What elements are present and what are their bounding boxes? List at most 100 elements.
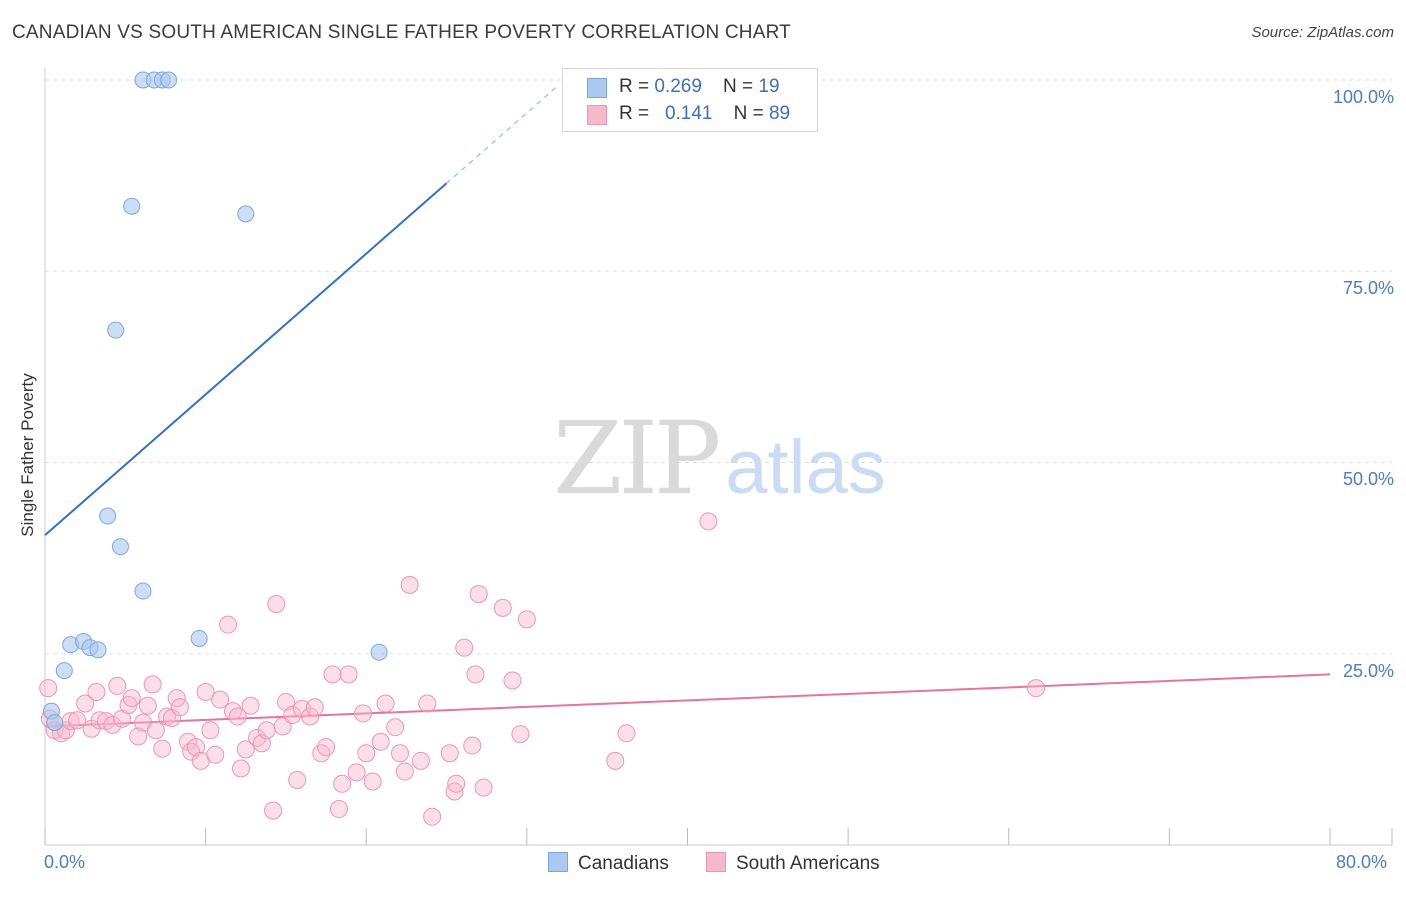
canadian-point xyxy=(370,643,388,661)
south-american-point xyxy=(400,575,419,594)
south-american-point xyxy=(305,698,324,717)
bottom-legend-canadians: Canadians xyxy=(548,852,669,875)
south-american-point xyxy=(196,683,215,701)
canadian-point xyxy=(237,205,255,223)
chart-title: CANADIAN VS SOUTH AMERICAN SINGLE FATHER… xyxy=(12,22,791,43)
south-american-point xyxy=(143,675,162,694)
bottom-legend-south-americans: South Americans xyxy=(706,852,880,875)
south-americans-trend-line xyxy=(44,673,1331,728)
south-american-point xyxy=(1027,679,1046,698)
south-american-point xyxy=(219,615,238,634)
south-american-point xyxy=(418,694,437,713)
south-american-point xyxy=(371,732,390,751)
r-label: R = xyxy=(619,103,655,124)
canadian-point xyxy=(134,582,152,600)
south-american-point xyxy=(283,705,302,724)
south-american-point xyxy=(606,751,625,770)
south-american-point xyxy=(517,610,536,629)
y-tick-label-25: 25.0% xyxy=(1342,661,1394,681)
legend-text-canadians: R = 0.269 N = 19 xyxy=(619,76,780,98)
y-tick-label-75: 75.0% xyxy=(1342,278,1394,298)
south-american-point xyxy=(463,736,482,755)
south-american-point xyxy=(329,800,348,819)
south-americans-swatch xyxy=(706,852,726,872)
south-american-point xyxy=(76,694,95,713)
canadians-trend-extension xyxy=(446,84,560,184)
legend-text-south-americans: R = 0.141 N = 89 xyxy=(619,103,790,125)
south-american-point xyxy=(317,738,336,757)
south-american-point xyxy=(386,718,405,737)
canadians-swatch xyxy=(548,852,568,872)
x-tick-label-min: 0.0% xyxy=(44,852,86,872)
south-american-point xyxy=(236,740,255,759)
y-tick-label-100: 100.0% xyxy=(1332,87,1394,107)
south-american-point xyxy=(354,704,373,723)
south-american-point xyxy=(390,744,409,763)
canadian-point xyxy=(99,507,117,525)
n-value: 19 xyxy=(758,76,780,97)
grid-lines xyxy=(45,79,1392,655)
south-american-point xyxy=(241,696,260,715)
south-american-point xyxy=(186,738,205,757)
south-american-point xyxy=(699,512,718,531)
trend-lines xyxy=(44,84,1331,728)
south-american-point xyxy=(273,717,292,736)
canadians-swatch xyxy=(587,78,607,98)
south-american-point xyxy=(87,683,106,701)
south-american-point xyxy=(146,721,165,740)
data-points xyxy=(39,71,1046,826)
south-american-point xyxy=(108,676,127,695)
south-american-point xyxy=(511,725,530,744)
south-american-point xyxy=(466,665,485,684)
south-american-point xyxy=(276,692,295,711)
y-axis-label: Single Father Poverty xyxy=(18,373,37,537)
south-americans-swatch xyxy=(587,105,607,125)
south-american-point xyxy=(493,598,512,617)
canadian-point xyxy=(89,641,107,659)
south-american-point xyxy=(617,724,636,743)
south-american-point xyxy=(248,728,267,747)
south-american-point xyxy=(503,671,522,690)
watermark: ZIP atlas xyxy=(553,400,886,517)
south-american-point xyxy=(231,759,250,778)
south-american-point xyxy=(301,707,320,726)
south-american-point xyxy=(39,679,58,698)
south-american-point xyxy=(288,770,307,789)
south-american-point xyxy=(445,782,464,801)
south-american-point xyxy=(129,727,148,746)
watermark-zip: ZIP xyxy=(553,400,721,517)
south-american-point xyxy=(103,715,122,734)
r-value: 0.141 xyxy=(664,103,713,124)
south-american-point xyxy=(323,665,342,684)
south-american-point xyxy=(333,774,352,793)
south-american-point xyxy=(347,763,366,782)
south-americans-label: South Americans xyxy=(736,853,880,874)
south-american-point xyxy=(264,801,283,820)
south-american-point xyxy=(206,745,225,764)
canadian-point xyxy=(46,714,64,732)
south-american-point xyxy=(411,751,430,770)
south-american-point xyxy=(201,721,220,740)
canadian-point xyxy=(107,321,125,339)
south-american-point xyxy=(68,711,87,730)
south-american-point xyxy=(170,698,189,717)
canadian-point xyxy=(111,538,129,556)
south-american-point xyxy=(376,694,395,713)
south-american-point xyxy=(363,772,382,791)
r-value: 0.269 xyxy=(654,76,702,97)
south-american-point xyxy=(423,807,442,826)
south-american-point xyxy=(447,774,466,793)
watermark-atlas: atlas xyxy=(725,425,886,510)
canadian-point xyxy=(160,71,178,89)
south-american-point xyxy=(153,739,172,758)
south-american-point xyxy=(357,744,376,763)
south-american-point xyxy=(122,689,141,708)
south-american-point xyxy=(339,665,358,684)
south-american-point xyxy=(211,690,230,709)
south-american-point xyxy=(223,702,242,721)
x-tick-label-max: 80.0% xyxy=(1336,852,1388,872)
south-american-point xyxy=(257,721,276,740)
south-american-point xyxy=(267,595,286,614)
south-american-point xyxy=(440,744,459,763)
canadian-point xyxy=(55,662,73,680)
